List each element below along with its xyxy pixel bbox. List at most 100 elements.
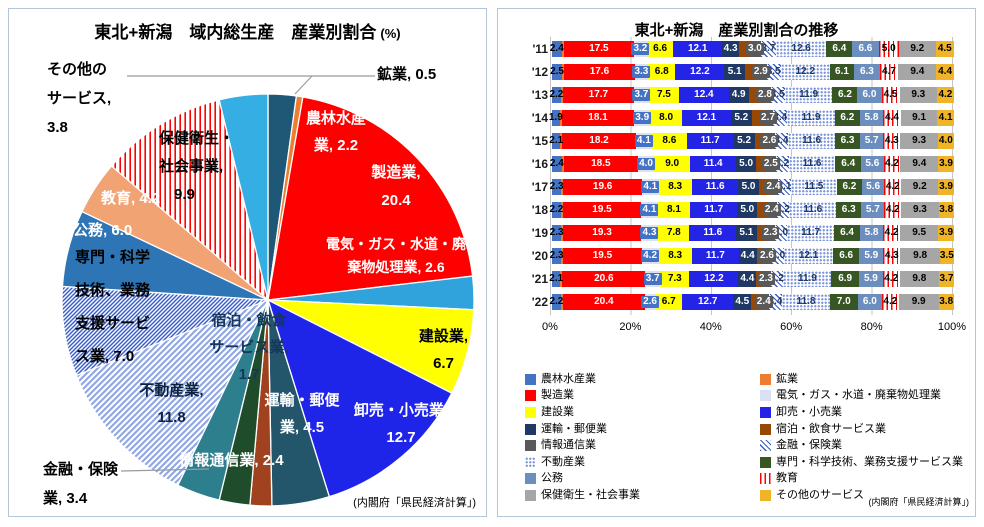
segment-value-label: 11.9 — [799, 88, 819, 100]
bar-segment: 6.2 — [834, 109, 860, 126]
bar-segment: 4.4 — [936, 63, 954, 80]
stacked-bar: 2.1 20.6 3.7 7.3 12.2 4.4 2.3 3.2 11.9 6.9 5.9 4.2 9… — [549, 270, 954, 287]
segment-value-label: 2.9 — [751, 65, 770, 78]
bar-segment: 3.2 — [631, 40, 650, 57]
bar-segment: 1.9 — [549, 109, 563, 126]
pie-slice — [218, 93, 269, 301]
stacked-bar: 1.9 18.1 3.9 8.0 12.1 5.2 2.7 3.4 11.9 6.2 5.8 4.4 9… — [549, 109, 954, 126]
segment-value-label: 6.3 — [859, 65, 874, 77]
segment-value-label: 5.8 — [864, 111, 879, 123]
bar-segment: 11.6 — [789, 201, 837, 218]
segment-value-label: 12.1 — [687, 42, 708, 54]
segment-value-label: 3.4 — [773, 111, 788, 123]
segment-value-label: 3.7 — [632, 88, 651, 101]
bar-segment: 19.6 — [563, 178, 643, 195]
bar-segment: 6.7 — [655, 293, 683, 310]
bar-segment: 4.4 — [738, 270, 757, 287]
bar-segment — [560, 270, 563, 287]
bar-segment: 7.3 — [660, 270, 690, 287]
legend-label: 宿泊・飲食サービス業 — [776, 422, 886, 435]
segment-value-label: 2.6 — [758, 249, 776, 262]
pie-title-text: 東北+新潟 域内総生産 産業別割合 — [94, 23, 377, 42]
segment-value-label: 19.5 — [592, 203, 612, 215]
bar-segment — [751, 109, 763, 126]
segment-value-label: 9.3 — [911, 88, 926, 100]
legend-swatch — [525, 373, 536, 385]
segment-value-label: 4.4 — [885, 111, 899, 123]
bar-segment: 2.8 — [756, 86, 774, 103]
segment-value-label: 11.6 — [703, 226, 723, 238]
segment-value-label: 5.8 — [864, 226, 879, 238]
legend-swatch — [525, 440, 536, 452]
legend-swatch — [760, 440, 771, 452]
segment-value-label: 2.5 — [550, 65, 564, 77]
bar-segment: 11.7 — [691, 247, 739, 264]
bar-row: '22 2.2 20.4 2.6 6.7 12.7 4.5 2.4 3.4 11.8 7.0 6.0 4… — [504, 290, 954, 313]
bar-row: '12 2.5 17.6 3.3 6.8 12.2 5.1 2.9 3.5 12.2 6.1 6.3 4… — [504, 60, 954, 83]
legend-item: 鉱業 — [760, 371, 963, 388]
bar-segment: 2.3 — [757, 270, 775, 287]
bar-segment: 5.0 — [736, 155, 757, 172]
year-label: '11 — [532, 41, 548, 56]
bar-segment: 12.1 — [682, 109, 731, 126]
legend-item: 保健衛生・社会事業 — [525, 487, 760, 504]
segment-value-label: 5.0 — [740, 203, 755, 215]
bar-segment: 8.6 — [652, 132, 687, 149]
bar-segment: 8.0 — [650, 109, 683, 126]
segment-value-label: 4.3 — [723, 42, 738, 54]
bar-segment — [562, 63, 565, 80]
bar-segment: 12.1 — [784, 247, 833, 264]
bar-segment — [561, 247, 564, 264]
bar-row: '14 1.9 18.1 3.9 8.0 12.1 5.2 2.7 3.4 11.9 6.2 5.8 4… — [504, 106, 954, 129]
segment-value-label: 9.3 — [912, 203, 927, 215]
bar-segment: 3.5 — [766, 63, 781, 80]
bar-segment: 5.1 — [724, 63, 745, 80]
bar-segment: 12.2 — [675, 63, 725, 80]
pie-chart — [9, 55, 488, 515]
x-axis-tick-label: 0% — [542, 321, 558, 333]
bar-row: '17 2.3 19.6 4.1 8.3 11.6 5.0 2.4 3.1 11.5 6.2 5.6 4… — [504, 175, 954, 198]
bar-segment: 17.5 — [563, 40, 634, 57]
segment-value-label: 2.2 — [549, 88, 564, 100]
bar-segment: 18.5 — [563, 155, 638, 172]
legend-label: 卸売・小売業 — [776, 405, 842, 418]
segment-value-label: 3.1 — [777, 180, 792, 192]
bar-segment: 9.2 — [901, 178, 939, 195]
segment-value-label: 8.3 — [668, 180, 683, 192]
segment-value-label: 9.8 — [912, 272, 927, 284]
stacked-bar: 2.3 19.5 4.2 8.3 11.7 4.4 2.6 3.0 12.1 6.6 5.9 4.3 9… — [550, 247, 954, 264]
legend-label: 農林水産業 — [541, 372, 596, 385]
bar-segment: 4.2 — [884, 178, 902, 195]
bar-segment: 6.3 — [834, 132, 861, 149]
legend-item: 専門・科学技術、業務支援サービス業 — [760, 454, 963, 471]
pie-slice — [267, 96, 474, 301]
year-label: '18 — [531, 202, 548, 217]
segment-value-label: 19.3 — [592, 226, 612, 238]
bar-segment: 3.9 — [938, 155, 954, 172]
bar-segment — [561, 40, 564, 57]
segment-value-label: 9.9 — [911, 295, 926, 307]
bar-row: '18 2.2 19.5 4.1 8.1 11.7 5.0 2.4 3.2 11.6 6.3 5.7 4… — [504, 198, 954, 221]
bar-segment: 4.1 — [937, 109, 954, 126]
segment-value-label: 2.4 — [764, 180, 783, 193]
bar-segment: 4.3 — [721, 40, 740, 57]
segment-value-label: 11.4 — [703, 157, 723, 169]
bar-segment: 8.1 — [657, 201, 691, 218]
bar-segment: 11.9 — [787, 109, 835, 126]
segment-value-label: 2.4 — [549, 157, 564, 169]
bar-segment: 6.2 — [832, 86, 858, 103]
legend-swatch — [760, 473, 771, 485]
segment-value-label: 5.9 — [864, 249, 879, 261]
bar-segment: 9.3 — [900, 132, 938, 149]
bar-segment: 6.0 — [857, 293, 882, 310]
stacked-bar: 2.2 19.5 4.1 8.1 11.7 5.0 2.4 3.2 11.6 6.3 5.7 4.2 9… — [549, 201, 954, 218]
segment-value-label: 3.7 — [939, 272, 954, 284]
bar-segment: 7.5 — [648, 86, 679, 103]
bar-segment: 5.7 — [860, 132, 884, 149]
stacked-bar: 2.3 19.3 4.3 7.8 11.6 5.1 2.3 3.0 11.7 6.4 5.8 4.2 9… — [550, 224, 954, 241]
segment-value-label: 4.9 — [731, 88, 746, 100]
segment-value-label: 5.7 — [864, 134, 879, 146]
bar-segment: 9.4 — [900, 155, 939, 172]
year-label: '14 — [531, 110, 548, 125]
segment-value-label: 12.2 — [795, 65, 815, 77]
